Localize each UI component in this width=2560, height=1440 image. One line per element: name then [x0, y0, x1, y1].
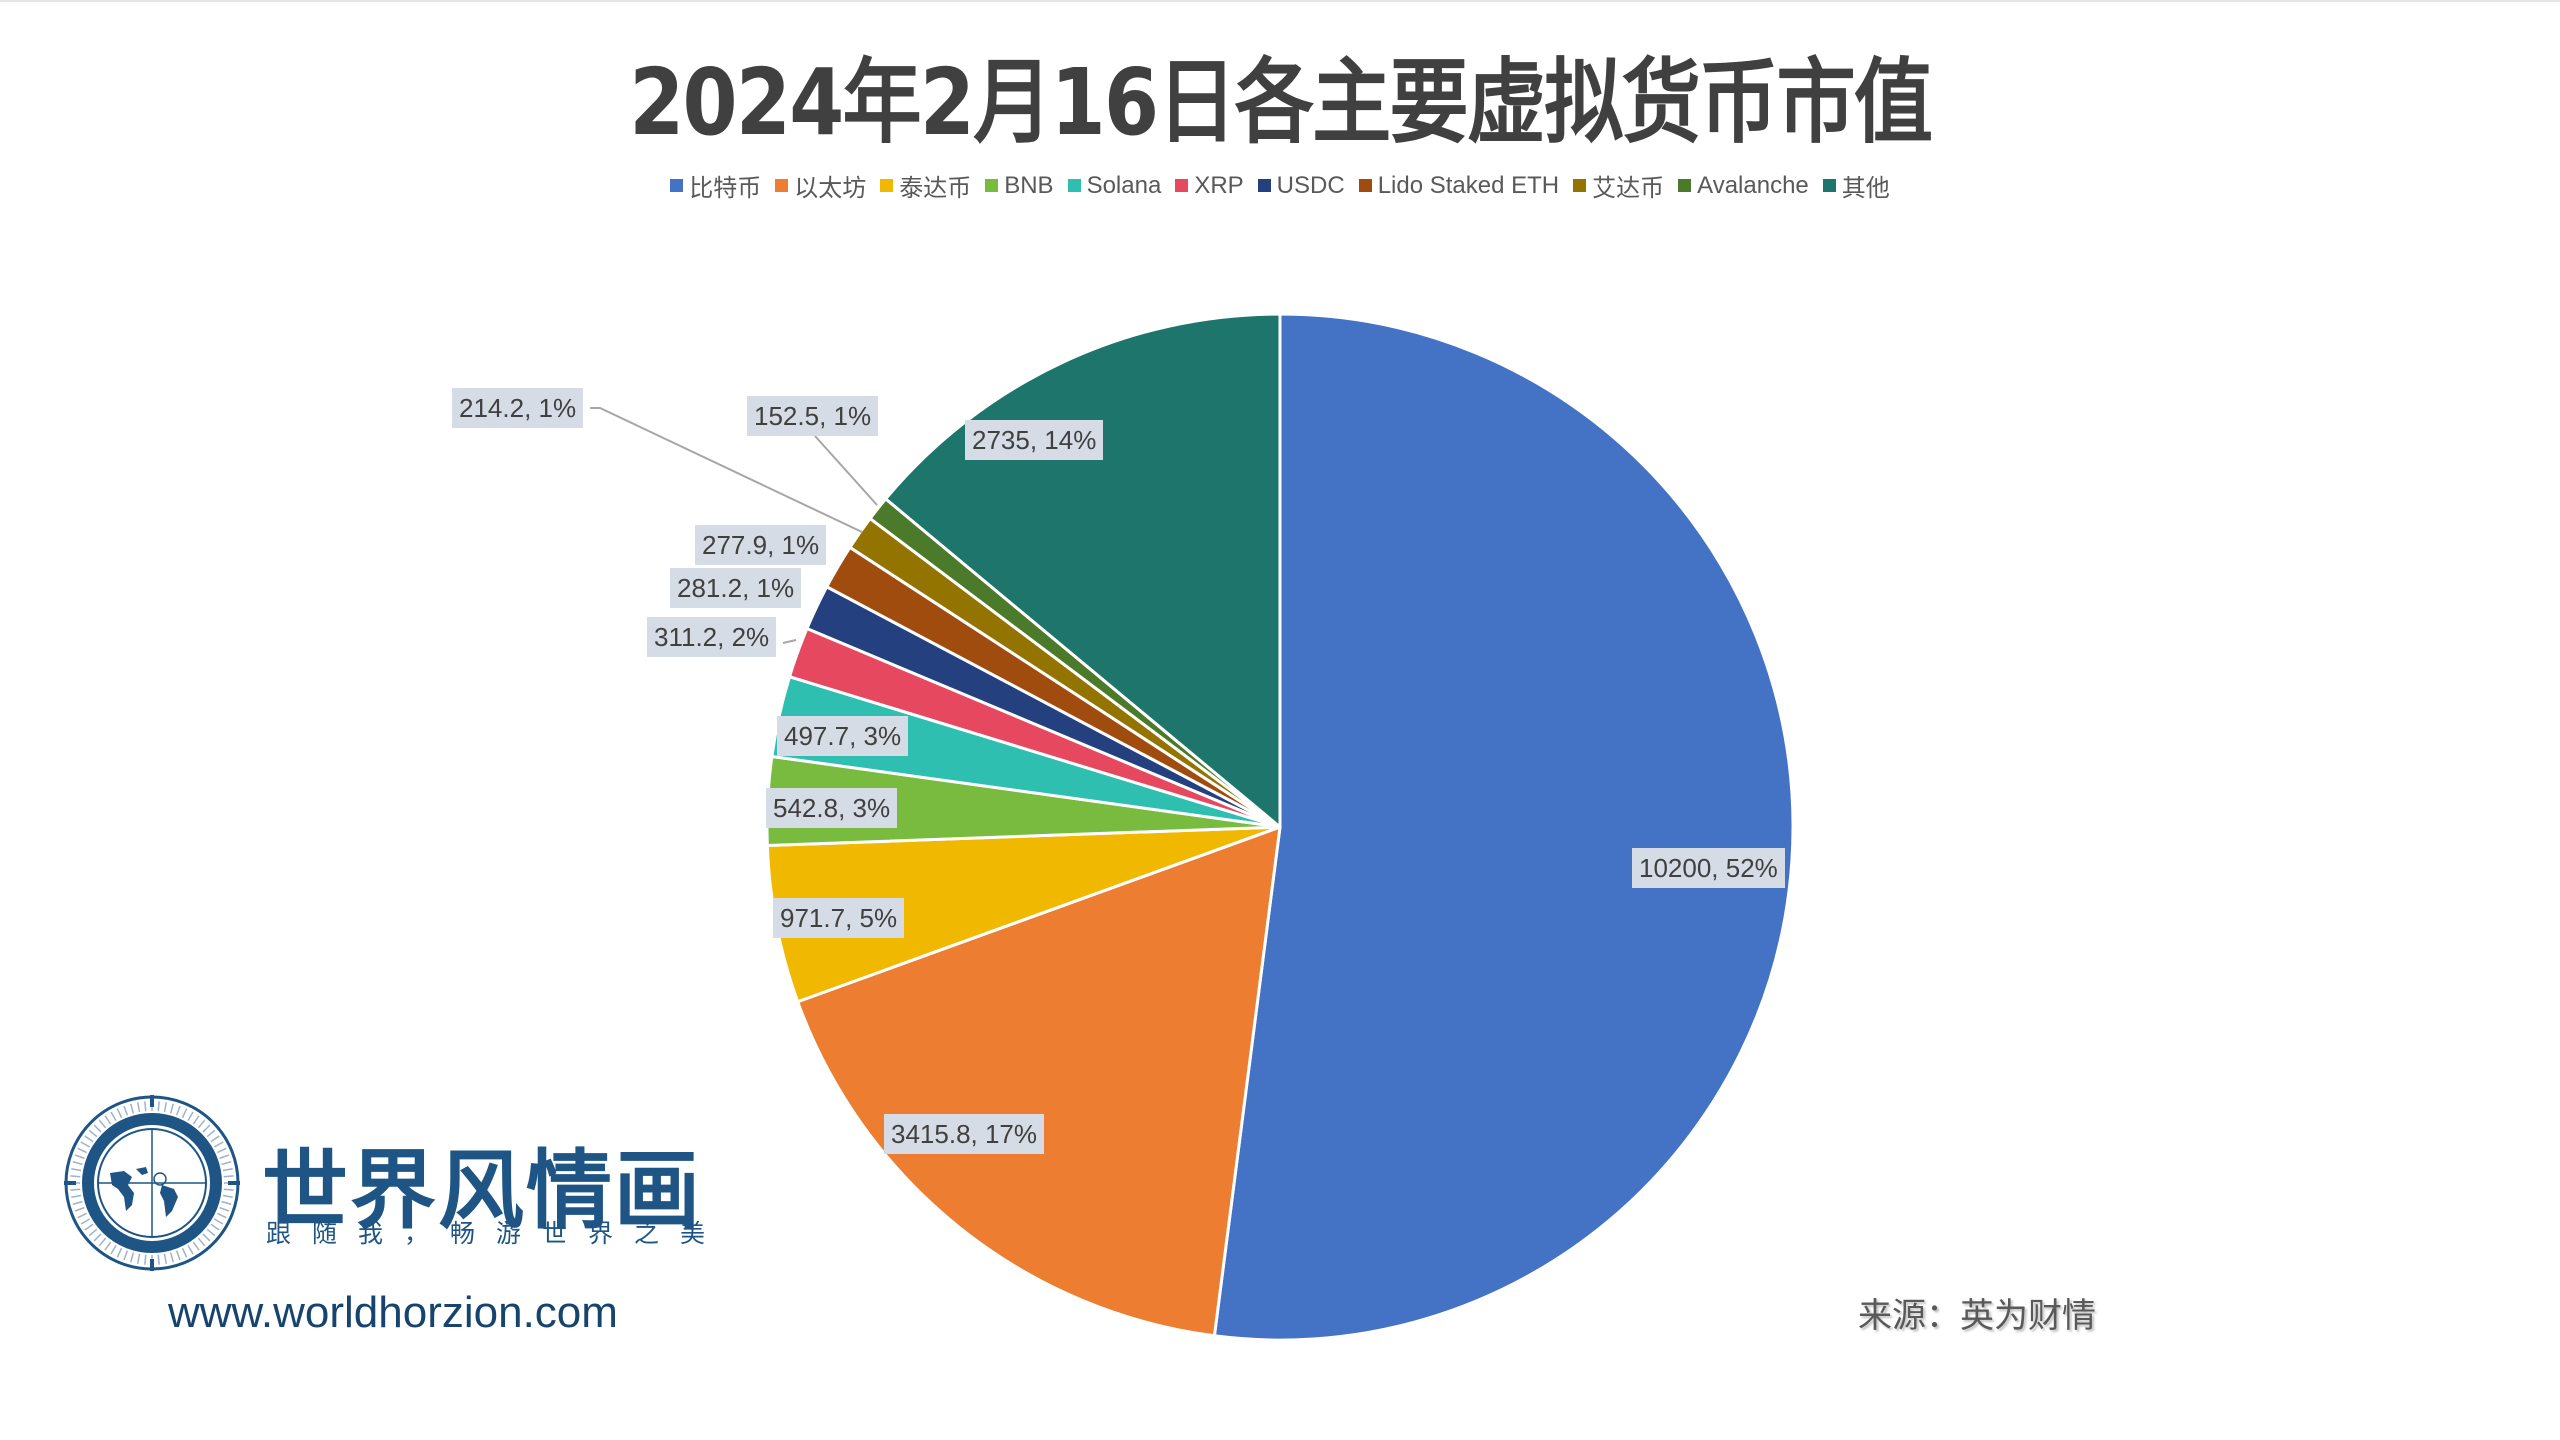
legend-item-other[interactable]: 其他: [1822, 168, 1890, 203]
legend-label: Avalanche: [1697, 171, 1809, 199]
data-label-eth: 3415.8, 17%: [884, 1114, 1045, 1154]
data-label-sol: 497.7, 3%: [777, 716, 909, 756]
leader-line-xrp: [782, 639, 797, 644]
pie-slice-0[interactable]: [1212, 312, 1795, 1342]
chart-title: 2024年2月16日各主要虚拟货币市值: [629, 49, 1933, 156]
legend-item-steth[interactable]: Lido Staked ETH: [1358, 171, 1560, 200]
legend-swatch: [1573, 179, 1587, 192]
legend-label: XRP: [1194, 171, 1244, 199]
data-label-steth: 277.9, 1%: [695, 525, 827, 565]
legend-swatch: [1175, 179, 1189, 192]
legend-swatch: [1358, 179, 1372, 192]
legend-item-xrp[interactable]: XRP: [1175, 171, 1244, 200]
legend-label: USDC: [1276, 171, 1345, 199]
legend-label: 泰达币: [899, 175, 972, 202]
data-label-btc: 10200, 52%: [1632, 848, 1785, 888]
legend-label: Lido Staked ETH: [1377, 171, 1560, 199]
website-link[interactable]: www.worldhorzion.com: [168, 1288, 618, 1337]
top-border: [0, 0, 2560, 2]
leader-line-avax: [814, 435, 878, 506]
legend-swatch: [1822, 179, 1836, 192]
legend-swatch: [1067, 179, 1081, 192]
legend-label: Solana: [1086, 171, 1162, 199]
data-label-usdt: 971.7, 5%: [773, 898, 905, 938]
legend-item-avax[interactable]: Avalanche: [1678, 172, 1809, 200]
legend-swatch: [985, 179, 999, 192]
legend-item-usdt[interactable]: 泰达币: [880, 168, 971, 203]
data-label-other: 2735, 14%: [965, 420, 1104, 460]
leader-line-ada: [590, 407, 863, 533]
brand-slogan: 跟随我，畅游世界之美: [266, 1220, 727, 1248]
data-label-bnb: 542.8, 3%: [766, 788, 898, 828]
legend-label: 艾达币: [1592, 175, 1665, 202]
legend-item-bnb[interactable]: BNB: [985, 171, 1054, 200]
data-label-xrp: 311.2, 2%: [647, 617, 777, 657]
legend-item-sol[interactable]: Solana: [1067, 171, 1162, 200]
data-label-usdc: 281.2, 1%: [670, 568, 802, 608]
legend-swatch: [1257, 179, 1271, 192]
legend-swatch: [1678, 179, 1692, 192]
legend-item-ada[interactable]: 艾达币: [1573, 168, 1664, 203]
pie-slice-1[interactable]: [796, 825, 1282, 1338]
legend-label: 比特币: [689, 175, 762, 202]
chart-legend: 比特币 以太坊 泰达币 BNB Solana XRP USDC Lido Sta…: [0, 168, 2560, 203]
legend-item-eth[interactable]: 以太坊: [775, 168, 866, 203]
leader-lines: [590, 407, 878, 644]
legend-label: 其他: [1841, 175, 1890, 202]
legend-swatch: [880, 179, 894, 192]
legend-label: 以太坊: [794, 175, 867, 202]
legend-swatch: [670, 179, 684, 192]
legend-item-usdc[interactable]: USDC: [1257, 171, 1345, 200]
data-label-ada: 214.2, 1%: [452, 388, 584, 428]
source-note: 来源：英为财情: [1858, 1297, 2096, 1335]
compass-globe-logo-icon: [64, 1095, 240, 1271]
pie-slices: [765, 312, 1795, 1342]
legend-item-btc[interactable]: 比特币: [670, 168, 761, 203]
legend-swatch: [775, 179, 789, 192]
data-label-avax: 152.5, 1%: [747, 396, 879, 436]
legend-label: BNB: [1004, 171, 1054, 199]
brand-name: 世界风情画: [262, 1141, 702, 1241]
